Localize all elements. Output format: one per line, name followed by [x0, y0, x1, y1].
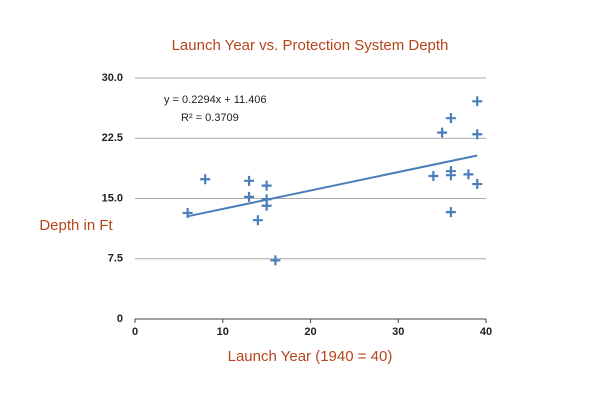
scatter-point: [252, 215, 263, 226]
y-tick-label: 22.5: [102, 132, 123, 144]
r-squared: R² = 0.3709: [181, 112, 239, 124]
trend-equation: y = 0.2294x + 11.406: [164, 94, 267, 106]
chart-title: Launch Year vs. Protection System Depth: [172, 37, 449, 54]
y-tick-label: 15.0: [102, 192, 123, 204]
scatter-point: [445, 170, 456, 181]
scatter-point: [463, 169, 474, 180]
scatter-point: [437, 127, 448, 138]
y-tick-label: 30.0: [102, 72, 123, 84]
x-tick-label: 20: [304, 326, 316, 338]
scatter-point: [270, 255, 281, 266]
scatter-point: [261, 180, 272, 191]
scatter-point: [244, 175, 255, 186]
scatter-point: [472, 129, 483, 140]
scatter-point: [445, 113, 456, 124]
x-tick-label: 10: [217, 326, 229, 338]
scatter-point: [182, 207, 193, 218]
scatter-point: [472, 96, 483, 107]
y-tick-label: 0: [117, 313, 123, 325]
y-axis-label: Depth in Ft: [39, 217, 113, 234]
x-tick-label: 30: [392, 326, 404, 338]
scatter-point: [445, 207, 456, 218]
trend-line: [187, 154, 478, 218]
scatter-point: [200, 174, 211, 185]
y-tick-label: 7.5: [108, 253, 123, 265]
scatter-point: [261, 200, 272, 211]
x-axis-label: Launch Year (1940 = 40): [228, 348, 393, 365]
x-tick-label: 0: [132, 326, 138, 338]
x-tick-label: 40: [480, 326, 492, 338]
scatter-point: [428, 171, 439, 182]
scatter-point: [472, 179, 483, 190]
scatter-point: [244, 191, 255, 202]
